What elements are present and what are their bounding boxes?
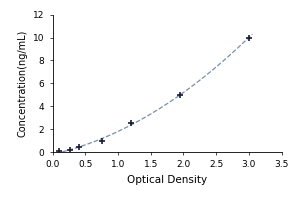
Y-axis label: Concentration(ng/mL): Concentration(ng/mL)	[17, 30, 27, 137]
X-axis label: Optical Density: Optical Density	[127, 175, 207, 185]
